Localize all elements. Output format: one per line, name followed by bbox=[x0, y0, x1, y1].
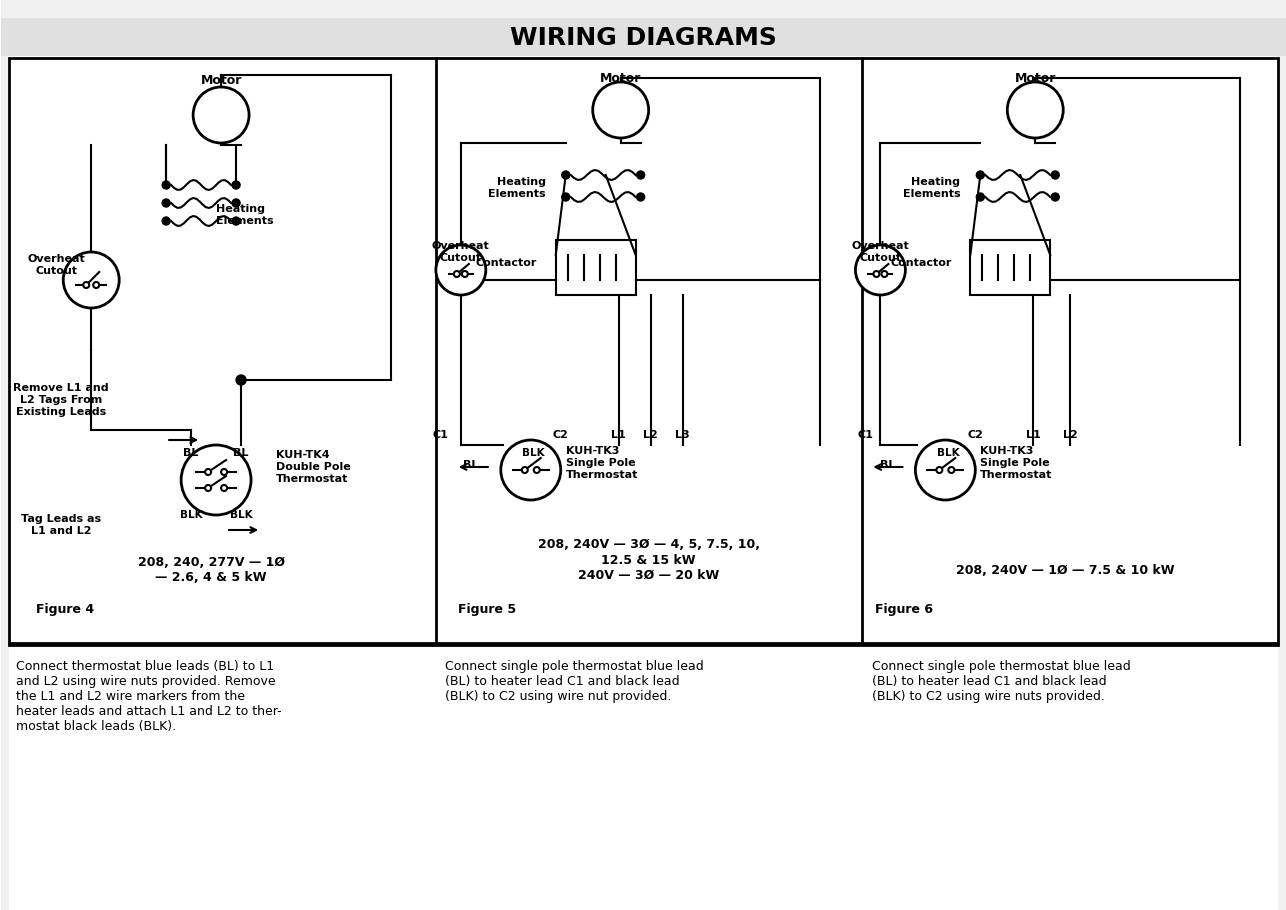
Circle shape bbox=[637, 193, 644, 201]
Circle shape bbox=[562, 171, 570, 179]
Text: Remove L1 and
L2 Tags From
Existing Leads: Remove L1 and L2 Tags From Existing Lead… bbox=[13, 383, 109, 417]
Text: Motor: Motor bbox=[1015, 72, 1056, 85]
Circle shape bbox=[534, 467, 540, 473]
Text: Contactor: Contactor bbox=[891, 258, 953, 268]
Text: BLK: BLK bbox=[522, 448, 545, 458]
Text: L3: L3 bbox=[675, 430, 689, 440]
Text: Overheat
Cutout: Overheat Cutout bbox=[432, 241, 490, 263]
Text: BLK: BLK bbox=[937, 448, 959, 458]
Circle shape bbox=[500, 440, 561, 500]
Circle shape bbox=[193, 87, 249, 143]
Circle shape bbox=[873, 271, 880, 277]
Circle shape bbox=[221, 485, 228, 491]
Text: Motor: Motor bbox=[601, 72, 642, 85]
Circle shape bbox=[231, 199, 240, 207]
Text: KUH-TK4
Double Pole
Thermostat: KUH-TK4 Double Pole Thermostat bbox=[276, 450, 351, 483]
Text: C1: C1 bbox=[433, 430, 449, 440]
Circle shape bbox=[916, 440, 975, 500]
Text: BL: BL bbox=[463, 460, 478, 470]
Circle shape bbox=[162, 217, 170, 225]
Circle shape bbox=[1051, 171, 1060, 179]
Circle shape bbox=[462, 271, 468, 277]
Circle shape bbox=[855, 245, 905, 295]
Circle shape bbox=[162, 181, 170, 189]
Text: 208, 240, 277V — 1Ø
— 2.6, 4 & 5 kW: 208, 240, 277V — 1Ø — 2.6, 4 & 5 kW bbox=[138, 556, 284, 584]
Text: Tag Leads as
L1 and L2: Tag Leads as L1 and L2 bbox=[21, 514, 102, 536]
Circle shape bbox=[637, 171, 644, 179]
Bar bbox=[1, 18, 1286, 56]
Circle shape bbox=[237, 375, 246, 385]
Circle shape bbox=[522, 467, 527, 473]
Circle shape bbox=[454, 271, 460, 277]
Circle shape bbox=[593, 82, 648, 138]
Circle shape bbox=[221, 469, 228, 475]
Text: Figure 5: Figure 5 bbox=[458, 603, 516, 616]
Text: BL: BL bbox=[880, 460, 895, 470]
Circle shape bbox=[976, 171, 984, 179]
Text: Overheat
Cutout: Overheat Cutout bbox=[27, 254, 85, 276]
Bar bbox=[9, 58, 1278, 643]
Circle shape bbox=[1007, 82, 1064, 138]
Text: WIRING DIAGRAMS: WIRING DIAGRAMS bbox=[511, 26, 777, 50]
Circle shape bbox=[436, 245, 486, 295]
Circle shape bbox=[204, 469, 211, 475]
Text: Motor: Motor bbox=[201, 74, 242, 86]
Text: Contactor: Contactor bbox=[476, 258, 536, 268]
Text: L2: L2 bbox=[1062, 430, 1078, 440]
Circle shape bbox=[162, 199, 170, 207]
Text: C2: C2 bbox=[553, 430, 568, 440]
Text: BL: BL bbox=[233, 448, 248, 458]
Text: Connect thermostat blue leads (BL) to L1
and L2 using wire nuts provided. Remove: Connect thermostat blue leads (BL) to L1… bbox=[17, 660, 282, 733]
Text: Connect single pole thermostat blue lead
(BL) to heater lead C1 and black lead
(: Connect single pole thermostat blue lead… bbox=[872, 660, 1132, 703]
Text: Figure 6: Figure 6 bbox=[876, 603, 934, 616]
Circle shape bbox=[231, 181, 240, 189]
Circle shape bbox=[1051, 193, 1060, 201]
Text: BLK: BLK bbox=[180, 510, 202, 520]
Circle shape bbox=[181, 445, 251, 515]
Circle shape bbox=[948, 467, 954, 473]
Circle shape bbox=[231, 217, 240, 225]
Text: KUH-TK3
Single Pole
Thermostat: KUH-TK3 Single Pole Thermostat bbox=[566, 447, 638, 480]
Text: 208, 240V — 1Ø — 7.5 & 10 kW: 208, 240V — 1Ø — 7.5 & 10 kW bbox=[955, 563, 1174, 577]
Text: 208, 240V — 3Ø — 4, 5, 7.5, 10,
12.5 & 15 kW
240V — 3Ø — 20 kW: 208, 240V — 3Ø — 4, 5, 7.5, 10, 12.5 & 1… bbox=[538, 539, 760, 581]
Text: C1: C1 bbox=[858, 430, 873, 440]
Circle shape bbox=[881, 271, 887, 277]
Circle shape bbox=[93, 282, 99, 288]
Text: L1: L1 bbox=[611, 430, 626, 440]
Circle shape bbox=[936, 467, 943, 473]
Text: C2: C2 bbox=[967, 430, 984, 440]
Text: Figure 4: Figure 4 bbox=[36, 603, 94, 616]
Text: L1: L1 bbox=[1026, 430, 1040, 440]
Text: Heating
Elements: Heating Elements bbox=[489, 177, 545, 198]
Bar bbox=[971, 240, 1051, 295]
Text: L2: L2 bbox=[643, 430, 658, 440]
Text: BLK: BLK bbox=[230, 510, 252, 520]
Text: BL: BL bbox=[184, 448, 199, 458]
Text: Connect single pole thermostat blue lead
(BL) to heater lead C1 and black lead
(: Connect single pole thermostat blue lead… bbox=[445, 660, 703, 703]
Text: Overheat
Cutout: Overheat Cutout bbox=[851, 241, 909, 263]
Circle shape bbox=[63, 252, 120, 308]
Circle shape bbox=[562, 193, 570, 201]
Text: Heating
Elements: Heating Elements bbox=[216, 204, 274, 226]
Circle shape bbox=[204, 485, 211, 491]
Text: KUH-TK3
Single Pole
Thermostat: KUH-TK3 Single Pole Thermostat bbox=[980, 447, 1053, 480]
Text: Heating
Elements: Heating Elements bbox=[903, 177, 961, 198]
Circle shape bbox=[976, 193, 984, 201]
Bar bbox=[556, 240, 635, 295]
Circle shape bbox=[84, 282, 89, 288]
